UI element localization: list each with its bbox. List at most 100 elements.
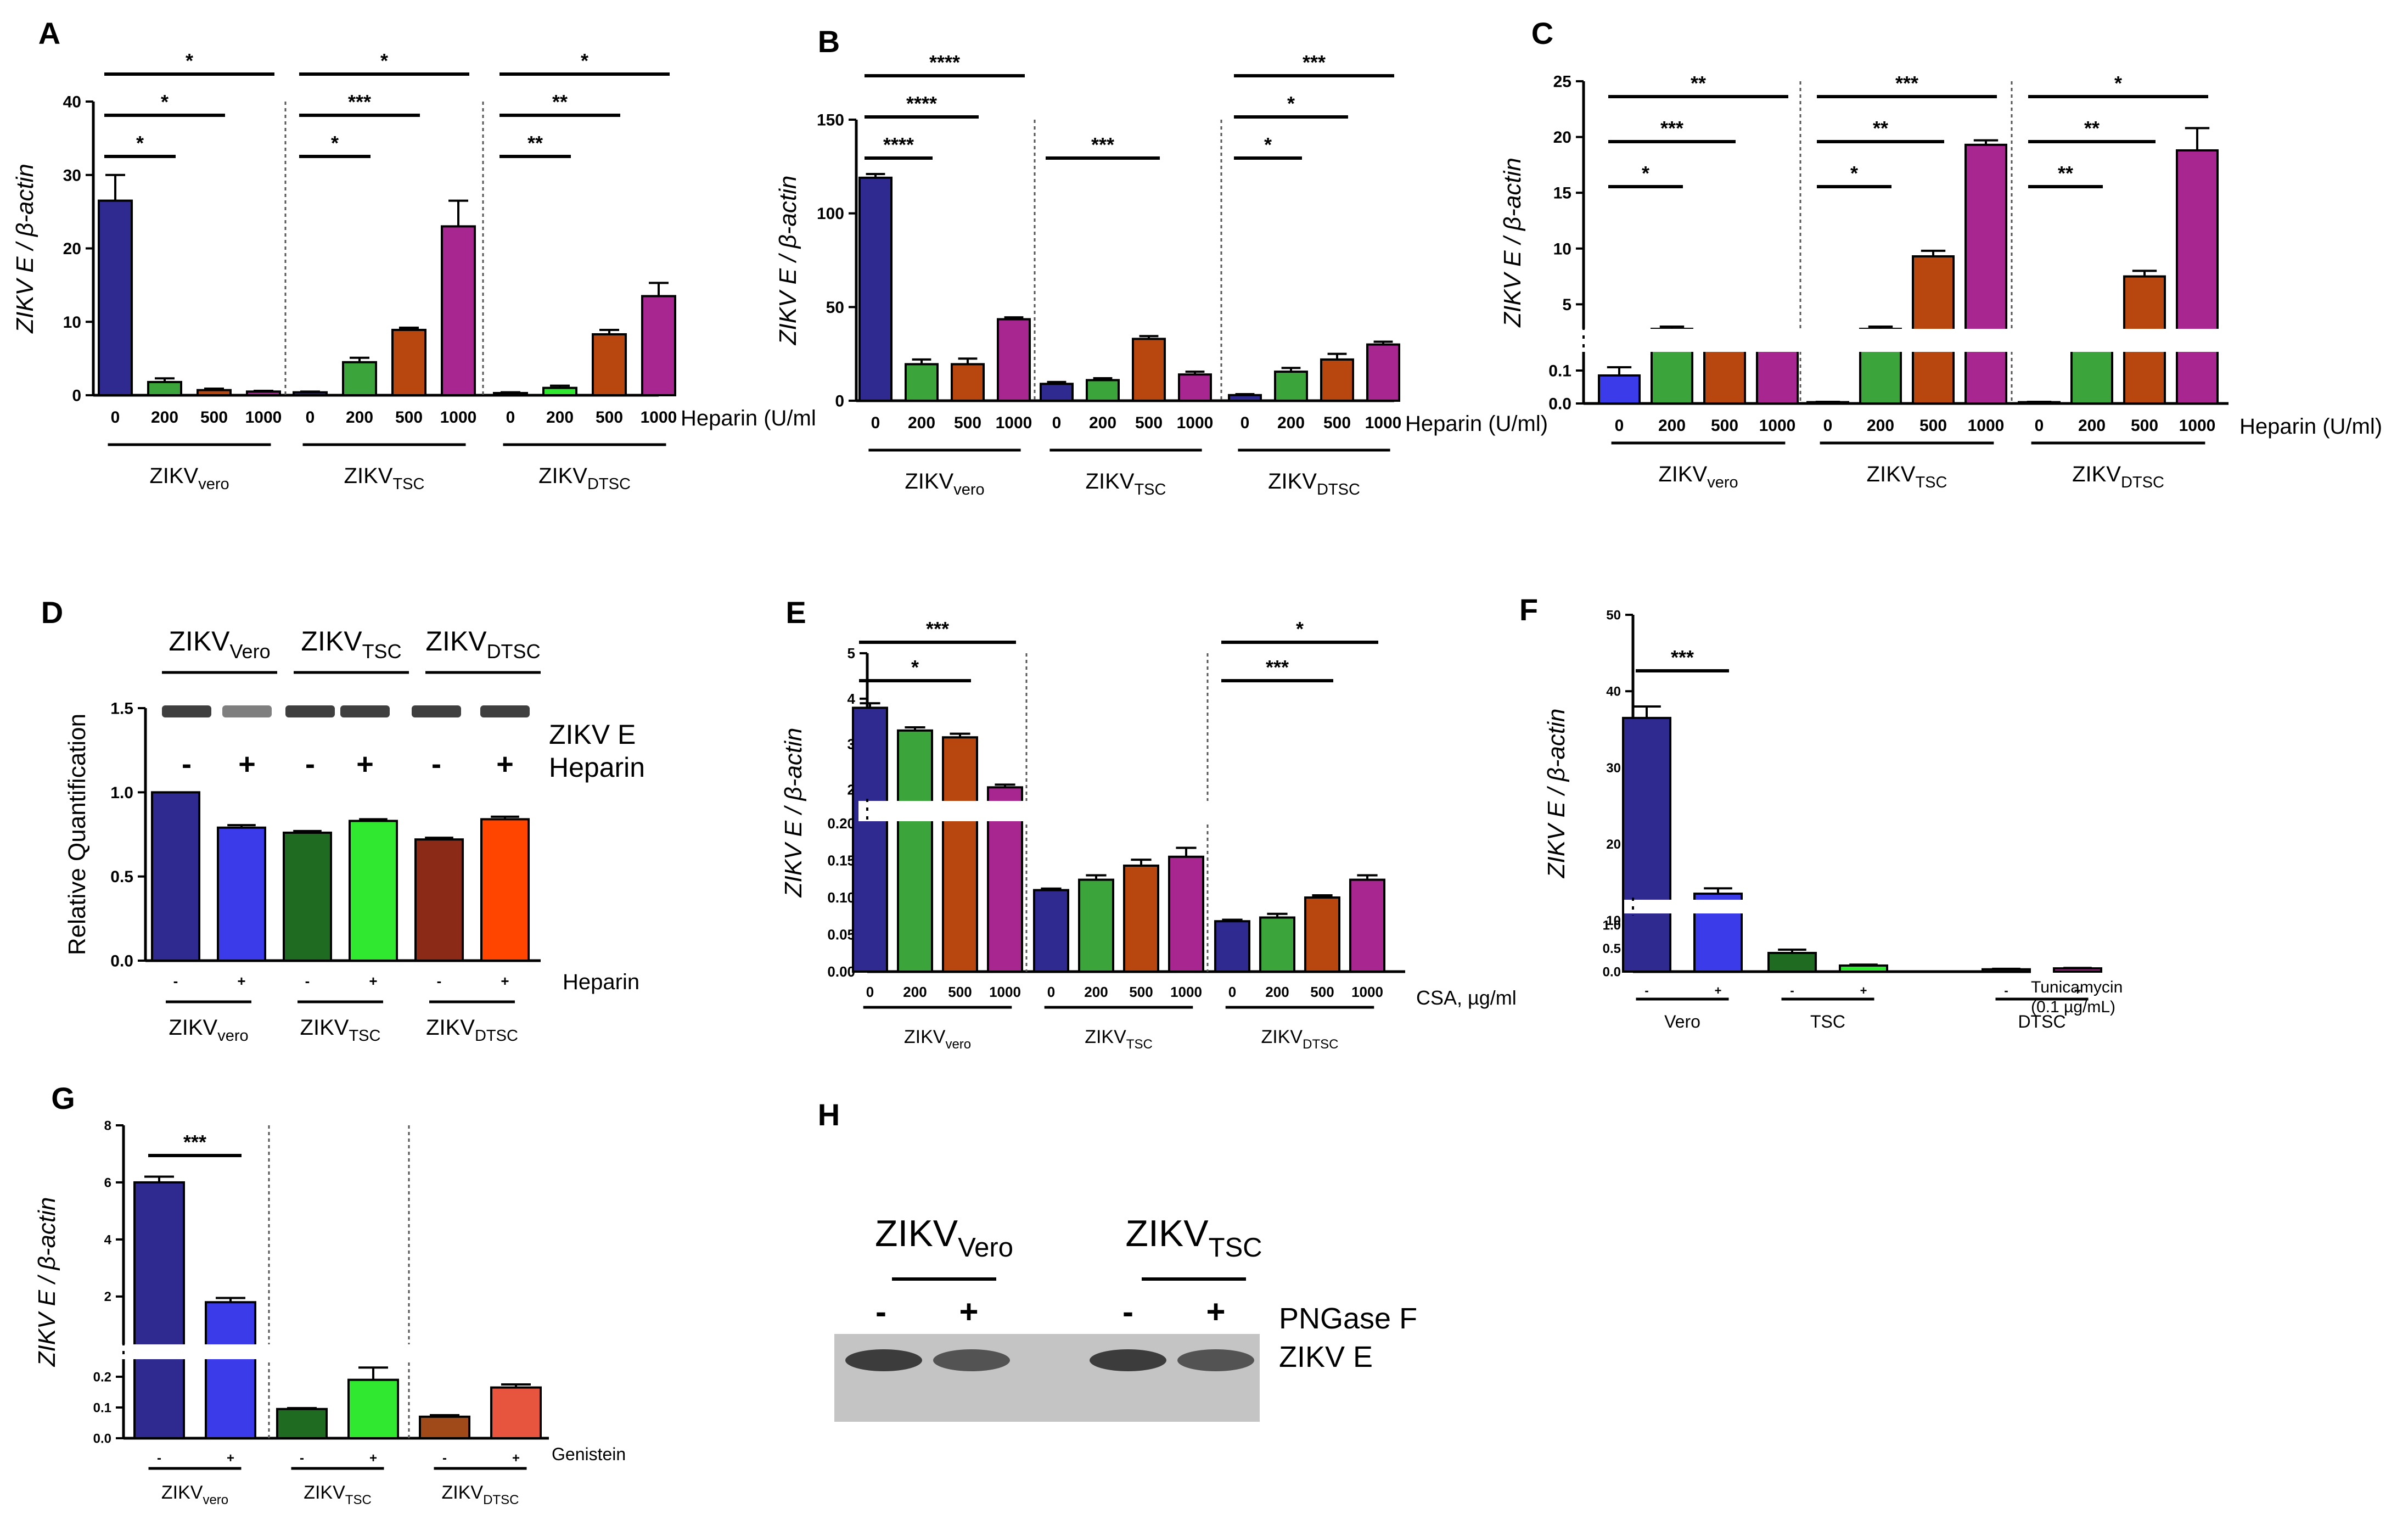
panel-b-x-tick-label: 500 <box>954 414 981 432</box>
panel-a-group-label: ZIKVvero <box>149 464 229 493</box>
panel-d-blot-label: ZIKV E <box>549 719 636 750</box>
panel-c-significance-label: * <box>1642 162 1649 184</box>
panel-g-y-tick-label: 4 <box>104 1232 112 1247</box>
panel-d-x-tick-label: - <box>437 973 442 989</box>
panel-g-y-tick-label: 2 <box>104 1289 111 1304</box>
panel-c-x-tick-label: 0 <box>2035 417 2044 435</box>
panel-c-significance-label: ** <box>2084 117 2100 139</box>
panel-g-x-note: Genistein <box>552 1444 626 1464</box>
panel-a-bar <box>641 295 676 396</box>
panel-a-y-tick-label: 20 <box>63 240 81 258</box>
panel-c-axis-break <box>1575 329 2236 352</box>
panel-h-sign: + <box>959 1293 978 1330</box>
panel-b-significance-label: * <box>1264 133 1272 156</box>
panel-a-significance-label: * <box>161 91 169 113</box>
panel-f-group-label: Vero <box>1664 1012 1700 1031</box>
panel-e-axis-break <box>858 801 1413 821</box>
panel-h-blot-band <box>933 1349 1010 1371</box>
panel-label-d: D <box>41 595 63 630</box>
panel-d-x-tick-label: + <box>237 973 245 989</box>
panel-g-group-label: ZIKVvero <box>161 1482 228 1507</box>
panel-g-group-label: ZIKVTSC <box>304 1482 372 1507</box>
panel-d-y-tick-label: 1.5 <box>110 700 133 718</box>
panel-b-bar <box>858 176 893 402</box>
panel-b-y-tick-label: 100 <box>817 205 844 223</box>
panel-a-x-tick-label: 200 <box>151 408 178 427</box>
panel-c-bar <box>1964 143 2007 405</box>
panel-f-y-label: ZIKV E / β-actin <box>1543 709 1570 879</box>
panel-g-bar <box>419 1415 470 1440</box>
panel-e-group-label: ZIKVvero <box>904 1027 971 1052</box>
panel-b-significance-label: *** <box>1091 133 1114 156</box>
panel-b-bar <box>1132 338 1166 402</box>
panel-a-x-tick-label: 0 <box>111 408 120 427</box>
panel-e-bar <box>1033 889 1069 973</box>
panel-d-bar <box>480 818 530 962</box>
panel-e-group-label: ZIKVDTSC <box>1261 1027 1339 1052</box>
panel-c-x-tick-label: 500 <box>1711 417 1738 435</box>
panel-e-bar <box>1214 920 1250 973</box>
panel-g-x-tick-label: - <box>157 1451 161 1466</box>
panel-f-x-tick-label: - <box>2004 984 2008 997</box>
panel-e-y-tick-label: 4 <box>847 691 856 707</box>
panel-e-y-tick-label: 0.15 <box>827 853 855 869</box>
panel-e-x-tick-label: 1000 <box>1351 984 1383 1000</box>
panel-g-bar <box>347 1378 399 1440</box>
panel-g-bar <box>276 1407 328 1440</box>
panel-e-significance-label: *** <box>926 618 949 640</box>
panel-a-y-tick-label: 40 <box>63 93 81 111</box>
panel-c-y-tick-label: 5 <box>1562 296 1571 314</box>
panel-d-y-label: Relative Quantification <box>64 714 91 955</box>
panel-e-x-tick-label: 0 <box>866 984 874 1000</box>
panel-a-x-tick-label: 1000 <box>641 408 677 427</box>
panel-h-group-label: ZIKVTSC <box>1125 1213 1262 1263</box>
panel-c-significance-label: *** <box>1895 72 1918 94</box>
panel-f-axis-break <box>1624 900 2039 913</box>
panel-f-significance-label: *** <box>1671 646 1694 669</box>
panel-label-g: G <box>51 1081 75 1115</box>
panel-d-y-tick-label: 1.0 <box>110 784 133 802</box>
panel-a-y-tick-label: 10 <box>63 313 81 332</box>
panel-b-significance-label: **** <box>883 133 914 156</box>
panel-c-y-tick-label: 0.1 <box>1548 362 1571 380</box>
panel-c-x-tick-label: 1000 <box>1968 417 2005 435</box>
panel-label-b: B <box>818 24 840 59</box>
panel-b-x-note: Heparin (U/ml) <box>1405 412 1548 436</box>
panel-a-group-label: ZIKVTSC <box>344 464 425 493</box>
panel-b-bar <box>1366 343 1400 402</box>
panel-b-y-tick-label: 50 <box>826 299 844 317</box>
panel-g-x-tick-label: + <box>512 1451 520 1466</box>
panel-e-significance-label: * <box>911 656 919 678</box>
panel-f-x-tick-label: + <box>2074 984 2081 997</box>
panel-b-x-tick-label: 0 <box>1241 414 1250 432</box>
panel-a-bar <box>293 391 328 397</box>
panel-a-bar <box>342 361 377 396</box>
panel-g-bar <box>133 1181 185 1439</box>
panel-b-x-tick-label: 500 <box>1135 414 1163 432</box>
panel-c-y-tick-label: 0.0 <box>1548 395 1571 413</box>
panel-c-x-tick-label: 1000 <box>2179 417 2216 435</box>
panel-a-significance-label: * <box>136 132 144 154</box>
panel-a-x-tick-label: 500 <box>395 408 423 427</box>
panel-c-x-tick-label: 500 <box>2131 417 2158 435</box>
panel-d-blot-sign: + <box>356 748 374 781</box>
panel-b-bar <box>1274 371 1308 402</box>
panel-b-group-label: ZIKVTSC <box>1086 469 1166 498</box>
panel-f-bar <box>1839 964 1888 973</box>
panel-h-blot-band <box>845 1349 922 1371</box>
panel-e-x-tick-label: 0 <box>1047 984 1055 1000</box>
panel-f-group-label: DTSC <box>2018 1012 2065 1031</box>
panel-c-group-label: ZIKVTSC <box>1867 462 1947 491</box>
panel-f-y-tick-label: 0.0 <box>1603 964 1621 979</box>
panel-b-x-tick-label: 500 <box>1323 414 1351 432</box>
panel-a-x-tick-label: 500 <box>200 408 228 427</box>
panel-a-significance-label: *** <box>348 91 371 113</box>
panel-d-header-label: ZIKVVero <box>169 626 270 663</box>
panel-f-bar <box>1622 716 1671 973</box>
panel-c-significance-label: * <box>2114 72 2122 94</box>
panel-e-y-tick-label: 0.05 <box>827 927 855 943</box>
panel-b-x-tick-label: 200 <box>908 414 935 432</box>
panel-e-y-label: ZIKV E / β-actin <box>780 728 807 898</box>
panel-label-c: C <box>1531 16 1553 51</box>
panel-c-x-tick-label: 200 <box>2078 417 2106 435</box>
